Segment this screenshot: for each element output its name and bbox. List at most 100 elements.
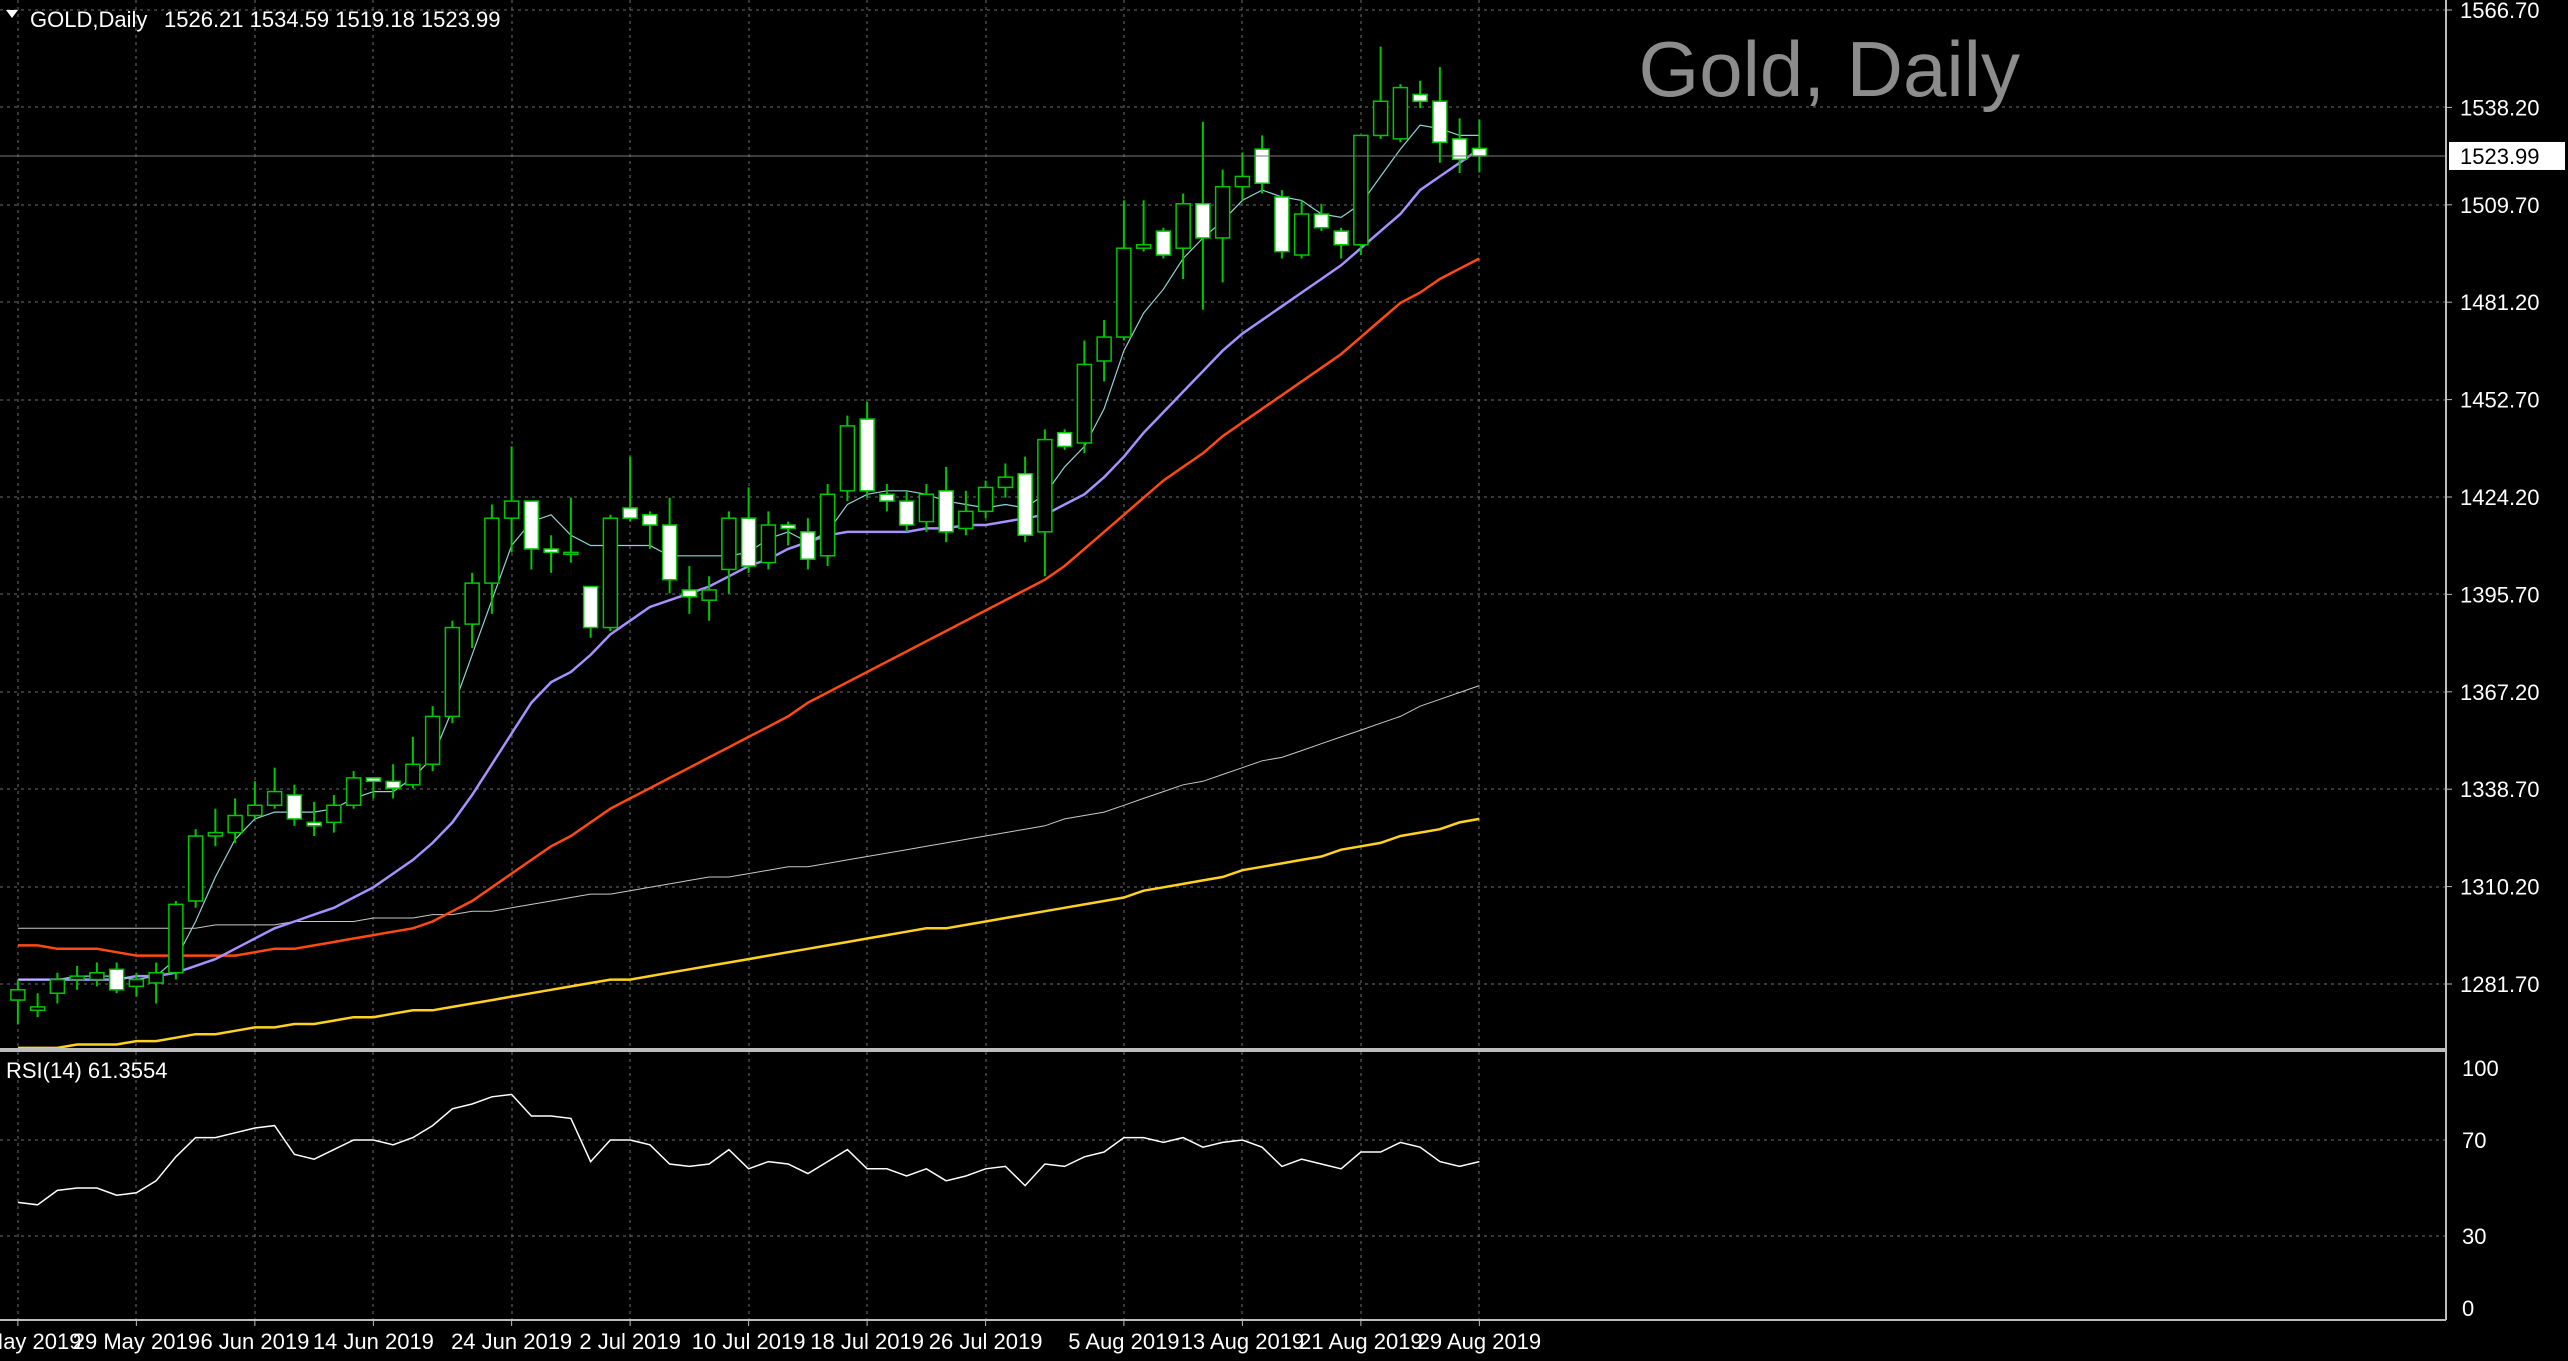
candle (108, 962, 125, 994)
candle (898, 490, 915, 532)
candle (266, 767, 283, 809)
candle (1175, 193, 1191, 279)
bear-candle-body (938, 490, 954, 533)
candle (622, 456, 638, 522)
candle (1412, 80, 1428, 109)
candle (1254, 135, 1270, 194)
candle (1214, 169, 1231, 283)
candle (227, 798, 243, 843)
bear-candle-body (1254, 148, 1270, 185)
bull-candle-body (326, 804, 342, 824)
bear-candle-body (879, 493, 895, 502)
ma-50-line (17, 257, 1480, 957)
bull-candle-body (958, 510, 974, 530)
bull-candle-body (977, 486, 994, 513)
candle (1037, 429, 1053, 577)
candle (207, 808, 224, 847)
candle (879, 484, 895, 512)
current-price-label: 1523.99 (2460, 144, 2540, 169)
time-tick-label: 14 Jun 2019 (313, 1329, 434, 1354)
bull-candle-body (701, 589, 717, 601)
rsi-tick-label: 30 (2462, 1224, 2486, 1249)
bear-candle-body (622, 507, 638, 519)
candle (1116, 200, 1132, 341)
symbol-label: GOLD,Daily (30, 7, 147, 32)
candle (1017, 456, 1033, 543)
bull-candle-body (1116, 247, 1132, 338)
candle (1451, 118, 1468, 174)
candle (721, 511, 737, 594)
bull-candle-body (247, 804, 263, 817)
time-tick-label: 29 Aug 2019 (1418, 1329, 1542, 1354)
candle (1372, 46, 1389, 139)
candle (484, 504, 500, 614)
candle (326, 795, 342, 833)
dropdown-triangle-icon[interactable] (6, 10, 18, 18)
panel-separator[interactable] (0, 1048, 2446, 1052)
time-tick-label: 29 May 2019 (73, 1329, 200, 1354)
candle (543, 535, 559, 573)
price-tick-label: 1395.70 (2460, 582, 2540, 607)
candle (1076, 340, 1093, 454)
rsi-tick-label: 0 (2462, 1296, 2474, 1321)
bull-candle-body (187, 835, 204, 902)
price-tick-label: 1509.70 (2460, 193, 2540, 218)
bull-candle-body (1234, 175, 1251, 188)
price-tick-label: 1281.70 (2460, 972, 2540, 997)
candle (10, 979, 26, 1024)
rsi-line (17, 1093, 1480, 1206)
bull-candle-body (918, 493, 935, 523)
bear-candle-body (1274, 196, 1290, 253)
time-tick-label: 2 Jul 2019 (579, 1329, 681, 1354)
candle (69, 965, 85, 990)
bear-candle-body (1195, 203, 1211, 239)
candle (918, 484, 935, 532)
candle (1392, 84, 1409, 143)
candle (1333, 227, 1349, 259)
bull-candle-body (839, 425, 856, 492)
candle (444, 620, 461, 724)
price-tick-label: 1566.70 (2460, 0, 2540, 23)
candle (602, 514, 619, 631)
bear-candle-body (306, 821, 322, 827)
candle (187, 829, 204, 908)
ma-200-line (17, 817, 1480, 1050)
bear-candle-body (898, 500, 915, 526)
bull-candle-body (1353, 134, 1369, 246)
candle (563, 497, 579, 563)
bull-candle-body (1293, 213, 1310, 256)
bull-candle-body (227, 814, 243, 834)
candle (997, 463, 1014, 498)
candle (1293, 200, 1310, 259)
price-tick-label: 1424.20 (2460, 485, 2540, 510)
bull-candle-body (1096, 336, 1112, 362)
candlesticks[interactable] (10, 46, 1488, 1024)
bear-candle-body (108, 968, 125, 991)
candle (1234, 152, 1251, 201)
bull-candle-body (464, 582, 480, 625)
candle (582, 585, 599, 638)
candle (740, 487, 757, 573)
bull-candle-body (1214, 185, 1231, 239)
bull-candle-body (819, 493, 836, 557)
price-tick-label: 1452.70 (2460, 388, 2540, 413)
candle (365, 777, 382, 799)
candle (49, 972, 66, 1004)
candle (977, 480, 994, 519)
price-axis: 1566.70 1538.20 1509.70 1481.20 1452.70 1424.… (2446, 0, 2540, 997)
candle (958, 490, 974, 536)
candle (938, 466, 954, 543)
chart-watermark: Gold, Daily (1639, 25, 2020, 113)
candle (1432, 67, 1448, 163)
bull-candle-body (10, 989, 26, 1001)
bull-candle-body (1135, 244, 1152, 249)
bull-candle-body (69, 975, 85, 981)
bear-candle-body (1432, 100, 1448, 144)
chart-header: GOLD,Daily 1526.21 1534.59 1519.18 1523.… (6, 7, 500, 32)
bear-candle-body (1451, 138, 1468, 161)
ohlc-label: 1526.21 1534.59 1519.18 1523.99 (164, 7, 500, 32)
candle (1195, 121, 1211, 310)
candle (89, 962, 105, 987)
bear-candle-body (1471, 147, 1488, 157)
